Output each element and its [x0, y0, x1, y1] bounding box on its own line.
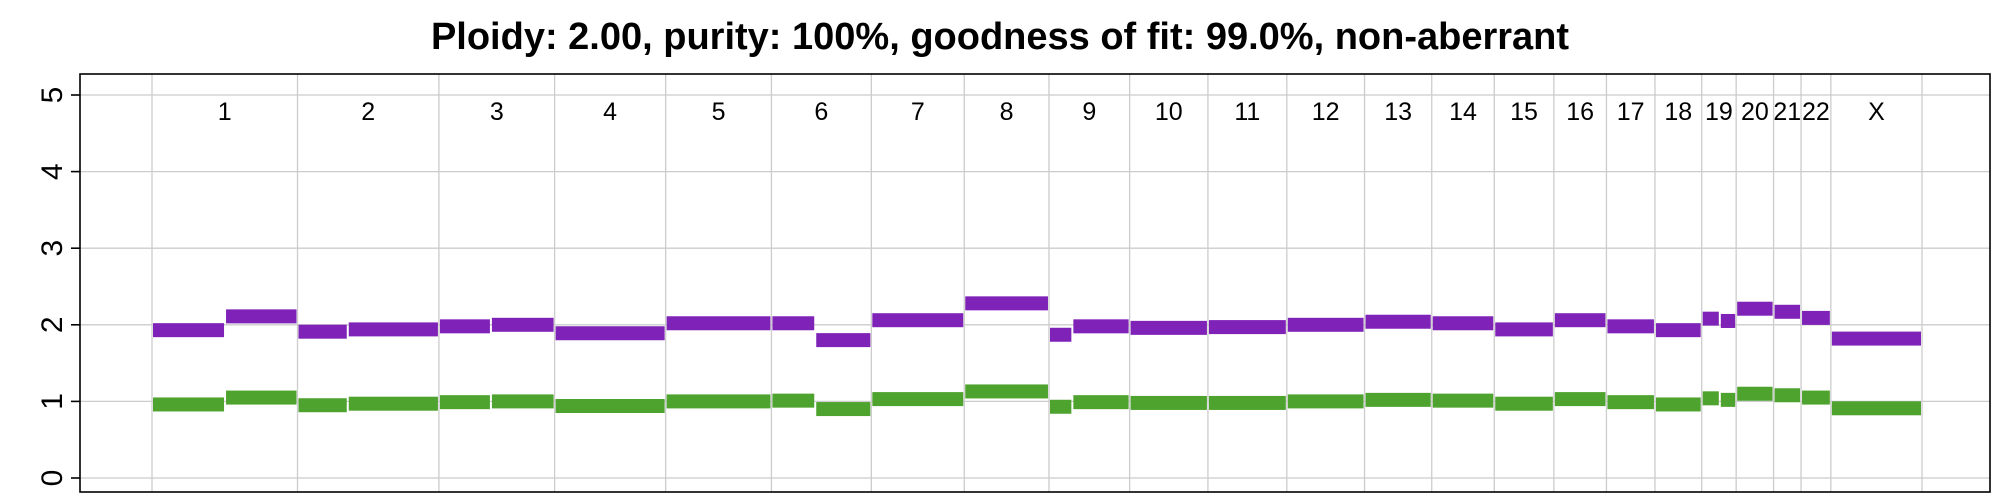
chromosome-label: 19 — [1705, 98, 1733, 126]
total-copy-number-segment — [1208, 320, 1286, 335]
chromosome-label: 15 — [1510, 98, 1538, 126]
y-tick-label: 1 — [36, 393, 69, 410]
chromosome-label: 21 — [1773, 98, 1801, 126]
minor-copy-number-segment — [1073, 395, 1129, 410]
minor-copy-number-segment — [1495, 396, 1553, 411]
chromosome-label: 18 — [1664, 98, 1692, 126]
total-copy-number-segment — [1495, 322, 1553, 337]
total-copy-number-segment — [772, 316, 815, 331]
series-total — [153, 296, 1921, 348]
chromosome-label: 1 — [218, 98, 232, 126]
minor-copy-number-segment — [439, 395, 490, 410]
chromosome-label: 17 — [1617, 98, 1645, 126]
total-copy-number-segment — [1802, 310, 1830, 325]
minor-copy-number-segment — [1774, 388, 1801, 403]
chromosome-label: 6 — [814, 98, 828, 126]
chromosome-label: 10 — [1155, 98, 1183, 126]
minor-copy-number-segment — [1702, 391, 1719, 406]
grid-layer — [80, 74, 1990, 492]
chromosome-label: 20 — [1741, 98, 1769, 126]
minor-copy-number-segment — [1287, 394, 1364, 409]
minor-copy-number-segment — [1432, 393, 1494, 408]
total-copy-number-segment — [1737, 301, 1773, 316]
minor-copy-number-segment — [153, 397, 225, 412]
minor-copy-number-segment — [772, 393, 815, 408]
total-copy-number-segment — [1655, 323, 1701, 338]
minor-copy-number-segment — [666, 394, 771, 409]
total-copy-number-segment — [1365, 314, 1431, 329]
chromosome-label: 8 — [1000, 98, 1014, 126]
minor-copy-number-segment — [872, 392, 964, 407]
minor-copy-number-segment — [1655, 397, 1701, 412]
total-copy-number-segment — [666, 316, 771, 331]
minor-copy-number-segment — [348, 396, 438, 411]
minor-copy-number-segment — [1831, 401, 1921, 416]
total-copy-number-segment — [1432, 316, 1494, 331]
chromosome-label: 4 — [603, 98, 617, 126]
chromosome-label: 9 — [1082, 98, 1096, 126]
minor-copy-number-segment — [1554, 392, 1606, 407]
minor-copy-number-segment — [1802, 390, 1830, 405]
y-axis: 0 1 2 3 4 5 — [36, 87, 80, 487]
total-copy-number-segment — [1130, 320, 1207, 335]
chart-title: Ploidy: 2.00, purity: 100%, goodness of … — [430, 16, 1570, 58]
total-copy-number-segment — [298, 324, 347, 339]
minor-copy-number-segment — [816, 402, 871, 417]
total-copy-number-segment — [1607, 319, 1654, 334]
minor-copy-number-segment — [965, 384, 1048, 399]
total-copy-number-segment — [153, 323, 225, 338]
minor-copy-number-segment — [1365, 392, 1431, 407]
minor-copy-number-segment — [1737, 386, 1773, 401]
chromosome-label: 7 — [911, 98, 925, 126]
chromosome-label-layer: 1 2 3 4 5 6 7 8 9 10 11 12 13 14 15 16 17 18 19 20 21 22 X — [218, 98, 1885, 126]
total-copy-number-segment — [226, 309, 297, 324]
minor-copy-number-segment — [298, 398, 347, 413]
minor-copy-number-segment — [555, 398, 665, 413]
minor-copy-number-segment — [1049, 399, 1072, 414]
total-copy-number-segment — [1073, 319, 1129, 334]
chromosome-label: 2 — [361, 98, 375, 126]
total-copy-number-segment — [348, 322, 438, 337]
chromosome-label: 13 — [1384, 98, 1412, 126]
chromosome-label: 12 — [1312, 98, 1340, 126]
total-copy-number-segment — [491, 317, 554, 332]
y-tick-label: 3 — [36, 240, 69, 257]
series-layer — [153, 296, 1921, 417]
minor-copy-number-segment — [1607, 395, 1654, 410]
plot-frame — [79, 73, 1991, 493]
chromosome-label: X — [1868, 98, 1885, 126]
y-tick-label: 2 — [36, 316, 69, 333]
minor-copy-number-segment — [1720, 392, 1736, 407]
total-copy-number-segment — [1287, 317, 1364, 332]
total-copy-number-segment — [1720, 313, 1736, 328]
total-copy-number-segment — [439, 319, 490, 334]
total-copy-number-segment — [1774, 304, 1801, 319]
series-minor — [153, 384, 1921, 417]
total-copy-number-segment — [1049, 327, 1072, 342]
chromosome-label: 22 — [1802, 98, 1830, 126]
y-tick-label: 4 — [36, 163, 69, 180]
chromosome-label: 5 — [712, 98, 726, 126]
minor-copy-number-segment — [1130, 395, 1207, 410]
chromosome-label: 16 — [1566, 98, 1594, 126]
chromosome-label: 3 — [490, 98, 504, 126]
minor-copy-number-segment — [491, 394, 554, 409]
total-copy-number-segment — [1702, 311, 1719, 326]
minor-copy-number-segment — [1208, 395, 1286, 410]
total-copy-number-segment — [1831, 331, 1921, 346]
total-copy-number-segment — [872, 313, 964, 328]
total-copy-number-segment — [1554, 313, 1606, 328]
minor-copy-number-segment — [226, 390, 297, 405]
total-copy-number-segment — [816, 333, 871, 348]
total-copy-number-segment — [965, 296, 1048, 311]
total-copy-number-segment — [555, 326, 665, 341]
y-tick-label: 5 — [36, 87, 69, 104]
y-tick-label: 0 — [36, 470, 69, 487]
chromosome-label: 11 — [1234, 98, 1260, 126]
chromosome-label: 14 — [1449, 98, 1477, 126]
